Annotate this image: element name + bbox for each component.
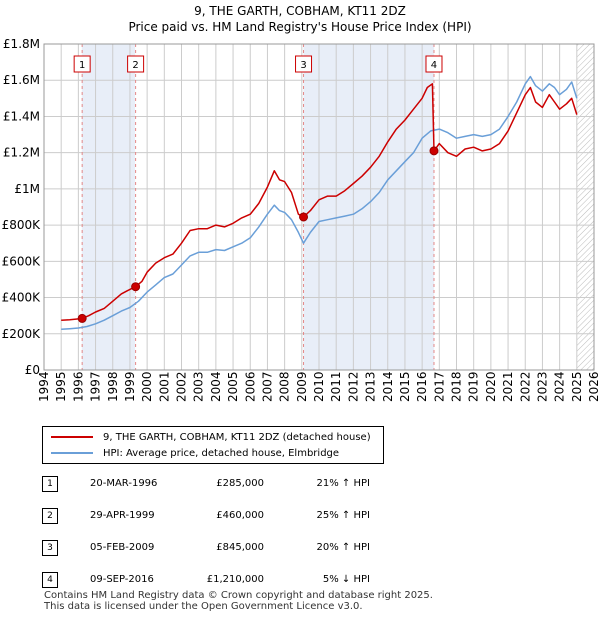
footer-line-2: This data is licensed under the Open Gov… xyxy=(44,601,363,612)
table-row: 1 20-MAR-1996 £285,000 21% ↑ HPI xyxy=(42,476,462,492)
table-row: 2 29-APR-1999 £460,000 25% ↑ HPI xyxy=(42,508,462,524)
x-tick-label: 2013 xyxy=(364,371,378,402)
x-tick-label: 2009 xyxy=(295,371,309,402)
legend-label-property: 9, THE GARTH, COBHAM, KT11 2DZ (detached… xyxy=(103,431,371,443)
footer-attribution: Contains HM Land Registry data © Crown c… xyxy=(44,590,433,612)
y-tick-label: £1.2M xyxy=(3,146,40,160)
y-tick-label: £1.4M xyxy=(3,109,40,123)
legend-swatch-hpi xyxy=(51,452,93,454)
y-tick-label: £800K xyxy=(2,218,42,232)
x-tick-label: 2011 xyxy=(329,371,343,402)
x-tick-label: 2017 xyxy=(432,371,446,402)
x-tick-label: 2015 xyxy=(398,371,412,402)
sale-marker-label: 2 xyxy=(132,60,138,71)
sale-point xyxy=(131,282,141,292)
transaction-hpi: 21% ↑ HPI xyxy=(316,478,370,489)
plot-border xyxy=(43,43,595,371)
x-tick-label: 1995 xyxy=(54,371,68,402)
y-tick-label: £1.8M xyxy=(3,37,40,51)
x-tick-label: 2010 xyxy=(312,371,326,402)
x-tick-label: 1994 xyxy=(37,371,51,402)
chart-subtitle: Price paid vs. HM Land Registry's House … xyxy=(128,20,472,34)
legend-item-property: 9, THE GARTH, COBHAM, KT11 2DZ (detached… xyxy=(51,429,371,445)
x-tick-label: 2005 xyxy=(226,371,240,402)
table-row: 4 09-SEP-2016 £1,210,000 5% ↓ HPI xyxy=(42,572,462,588)
sale-marker-label: 4 xyxy=(431,60,437,71)
x-tick-label: 2003 xyxy=(192,371,206,402)
footer-line-1: Contains HM Land Registry data © Crown c… xyxy=(44,590,433,601)
shaded-range-1 xyxy=(81,44,136,370)
sale-marker-box xyxy=(425,55,443,73)
transaction-number: 4 xyxy=(42,572,58,588)
sale-point xyxy=(299,212,309,222)
x-tick-label: 2018 xyxy=(450,371,464,402)
transaction-price: £460,000 xyxy=(216,510,264,521)
transaction-hpi: 5% ↓ HPI xyxy=(322,574,370,585)
x-tick-label: 2019 xyxy=(467,371,481,402)
property-price-line xyxy=(61,83,578,321)
sale-marker-label: 1 xyxy=(79,60,85,71)
x-tick-label: 2004 xyxy=(209,371,223,402)
y-tick-label: £600K xyxy=(2,254,42,268)
y-tick-label: £0 xyxy=(25,363,40,377)
y-tick-label: £200K xyxy=(2,327,42,341)
chart-legend: 9, THE GARTH, COBHAM, KT11 2DZ (detached… xyxy=(42,426,384,464)
sale-point xyxy=(77,313,87,323)
x-tick-label: 1997 xyxy=(89,371,103,402)
x-tick-label: 2006 xyxy=(243,371,257,402)
transaction-hpi: 25% ↑ HPI xyxy=(316,510,370,521)
legend-swatch-property xyxy=(51,436,93,438)
transaction-date: 20-MAR-1996 xyxy=(90,478,158,489)
x-tick-label: 2012 xyxy=(346,371,360,402)
transaction-date: 09-SEP-2016 xyxy=(90,574,154,585)
x-tick-label: 2014 xyxy=(381,371,395,402)
sale-marker-label: 3 xyxy=(300,60,306,71)
x-tick-label: 1999 xyxy=(123,371,137,402)
sale-marker-box xyxy=(295,55,313,73)
transaction-date: 05-FEB-2009 xyxy=(90,542,155,553)
x-tick-label: 2025 xyxy=(570,371,584,402)
y-tick-label: £400K xyxy=(2,291,42,305)
x-tick-label: 2024 xyxy=(553,371,567,402)
y-tick-label: £1M xyxy=(14,182,40,196)
future-hatch xyxy=(576,44,594,370)
transaction-number: 2 xyxy=(42,508,58,524)
x-tick-label: 2000 xyxy=(140,371,154,402)
table-row: 3 05-FEB-2009 £845,000 20% ↑ HPI xyxy=(42,540,462,556)
sale-marker-box xyxy=(73,55,91,73)
x-tick-label: 2026 xyxy=(587,371,600,402)
transaction-number: 3 xyxy=(42,540,58,556)
price-chart: 1 2 3 4 £0 £200K £400K £600K £800K £1M £1.2M £1.4M £… xyxy=(2,37,600,402)
y-tick-label: £1.6M xyxy=(3,73,40,87)
sale-point xyxy=(429,146,439,156)
hpi-line xyxy=(61,75,578,331)
legend-label-hpi: HPI: Average price, detached house, Elmb… xyxy=(103,447,340,459)
transaction-hpi: 20% ↑ HPI xyxy=(316,542,370,553)
transaction-date: 29-APR-1999 xyxy=(90,510,155,521)
x-tick-label: 2020 xyxy=(484,371,498,402)
x-tick-label: 2001 xyxy=(157,371,171,402)
transaction-number: 1 xyxy=(42,476,58,492)
transaction-price: £845,000 xyxy=(216,542,264,553)
transaction-price: £285,000 xyxy=(216,478,264,489)
transaction-price: £1,210,000 xyxy=(206,574,264,585)
chart-title: 9, THE GARTH, COBHAM, KT11 2DZ xyxy=(194,4,406,18)
x-tick-label: 2007 xyxy=(260,371,274,402)
x-tick-label: 2002 xyxy=(175,371,189,402)
x-tick-label: 2023 xyxy=(535,371,549,402)
x-tick-label: 1998 xyxy=(106,371,120,402)
x-tick-label: 2016 xyxy=(415,371,429,402)
x-tick-label: 2021 xyxy=(501,371,515,402)
x-tick-label: 2008 xyxy=(278,371,292,402)
shaded-range-2 xyxy=(303,44,435,370)
legend-item-hpi: HPI: Average price, detached house, Elmb… xyxy=(51,445,339,461)
sale-marker-box xyxy=(127,55,145,73)
x-tick-label: 2022 xyxy=(518,371,532,402)
x-tick-label: 1996 xyxy=(71,371,85,402)
